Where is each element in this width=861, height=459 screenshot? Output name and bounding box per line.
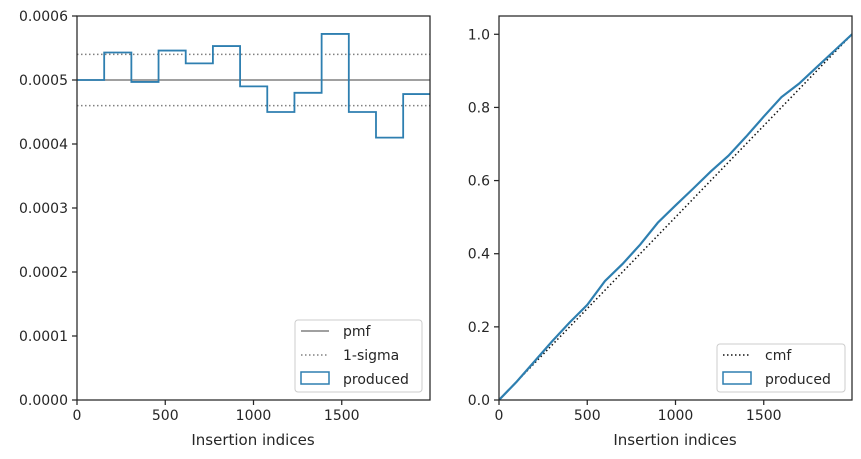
produced-line (499, 33, 852, 400)
y-tick-label: 1.0 (468, 27, 490, 43)
x-tick-label: 1500 (746, 408, 782, 424)
legend-label-produced: produced (343, 372, 409, 388)
y-tick-label: 0.6 (468, 174, 490, 190)
y-tick-label: 0.8 (468, 100, 490, 116)
x-tick-label: 500 (152, 408, 179, 424)
cmf-x-axis-title: Insertion indices (613, 431, 736, 449)
y-tick-label: 0.4 (468, 247, 490, 263)
y-tick-label: 0.2 (468, 320, 490, 336)
y-tick-label: 0.0006 (19, 9, 68, 25)
x-tick-label: 500 (574, 408, 601, 424)
y-tick-label: 0.0005 (19, 73, 68, 89)
legend-swatch-produced (722, 371, 752, 385)
legend-label-pmf: pmf (343, 324, 372, 340)
y-tick-label: 0.0004 (19, 137, 68, 153)
pmf-legend: pmf 1-sigma produced (294, 319, 423, 393)
y-tick-label: 0.0001 (19, 329, 68, 345)
x-tick-label: 1000 (658, 408, 694, 424)
cmf-legend: cmf produced (716, 343, 846, 393)
pmf-axes: 0 500 1000 1500 0.0000 0.0001 0.0002 0.0003 0.00… (19, 9, 431, 424)
y-tick-label: 0.0000 (19, 393, 68, 409)
pmf-plot-marks (77, 33, 430, 139)
pmf-series-group (77, 33, 430, 139)
legend-box (294, 319, 423, 393)
legend-box (716, 343, 846, 393)
y-tick-label: 0.0 (468, 393, 490, 409)
pmf-histogram-panel: 0 500 1000 1500 0.0000 0.0001 0.0002 0.0003 0.00… (19, 9, 431, 449)
y-tick-label: 0.0002 (19, 265, 68, 281)
legend-label-1-sigma: 1-sigma (343, 348, 399, 364)
y-tick-label: 0.0003 (19, 201, 68, 217)
x-tick-label: 0 (495, 408, 504, 424)
cmf-line (499, 33, 852, 400)
x-tick-label: 1500 (324, 408, 360, 424)
legend-swatch-produced (300, 371, 330, 385)
produced-step-line (77, 33, 430, 139)
cmf-axes: 0 500 1000 1500 0.0 0.2 0.4 0.6 0.8 1.0 (468, 15, 853, 424)
legend-label-produced: produced (765, 372, 831, 388)
cmf-line-panel: 0 500 1000 1500 0.0 0.2 0.4 0.6 0.8 1.0 cmf produ… (468, 15, 853, 449)
x-tick-label: 0 (73, 408, 82, 424)
legend-label-cmf: cmf (765, 348, 792, 364)
x-tick-label: 1000 (236, 408, 272, 424)
cmf-series-group (499, 33, 852, 400)
pmf-x-axis-title: Insertion indices (191, 431, 314, 449)
cmf-plot-marks (499, 33, 852, 400)
